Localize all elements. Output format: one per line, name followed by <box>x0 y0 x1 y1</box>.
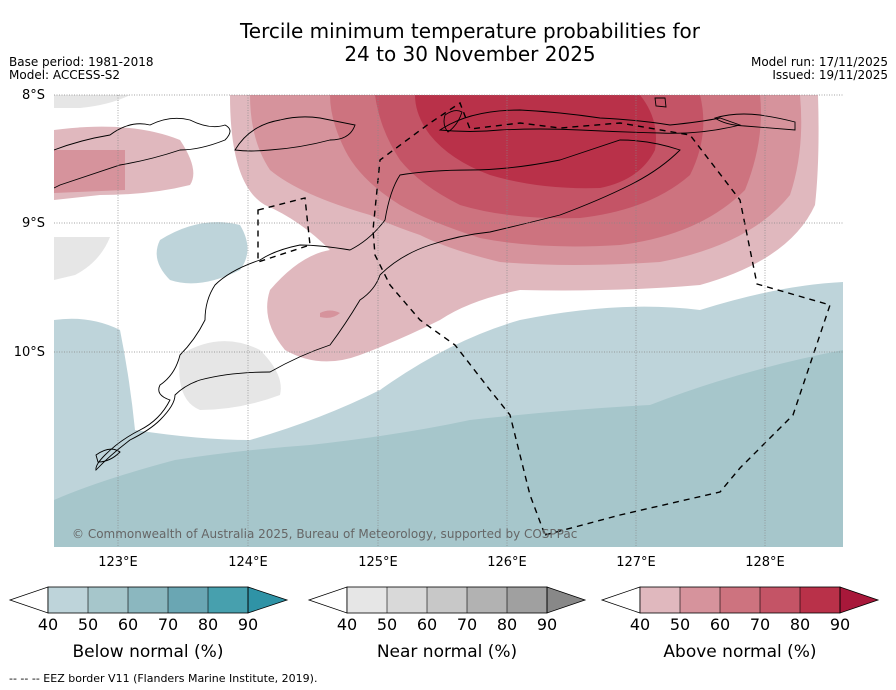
coastline-flores <box>54 117 231 189</box>
cbar-near-label: Near normal (%) <box>377 642 517 662</box>
cbar-below-seg-4 <box>168 587 208 613</box>
near-normal-40-region-west <box>54 237 110 280</box>
cbar-above-seg-2 <box>680 587 720 613</box>
cbar-below-extend-high <box>247 586 289 614</box>
base-period: Base period: 1981-2018 <box>9 55 154 69</box>
lon-label-124e: 124°E <box>228 555 268 570</box>
cbar-near-tick-50: 50 <box>377 615 397 634</box>
above-normal-50-spot <box>320 310 340 318</box>
cbar-above-seg-5 <box>800 587 840 613</box>
cbar-near-extend-high <box>546 586 587 614</box>
cbar-above-tick-40: 40 <box>630 615 650 634</box>
near-normal-40-region-north <box>54 95 130 108</box>
cbar-near-extend-low <box>307 586 348 614</box>
lon-label-126e: 126°E <box>487 555 527 570</box>
cbar-near-tick-90: 90 <box>537 615 557 634</box>
coastline-small-island-2 <box>443 110 463 133</box>
meta-left: Base period: 1981-2018 Model: ACCESS-S2 <box>9 56 154 82</box>
title-line-1: Tercile minimum temperature probabilitie… <box>239 19 701 43</box>
eez-footnote: -- -- -- EEZ border V11 (Flanders Marine… <box>9 672 318 685</box>
cbar-near-seg-1 <box>347 587 387 613</box>
map-title: Tercile minimum temperature probabilitie… <box>0 20 896 66</box>
cbar-above-seg-4 <box>760 587 800 613</box>
cbar-near-tick-60: 60 <box>417 615 437 634</box>
cbar-near-seg-3 <box>427 587 467 613</box>
colorbar-below-normal: 40 50 60 70 80 90 Below normal (%) <box>8 586 289 662</box>
meta-right: Model run: 17/11/2025 Issued: 19/11/2025 <box>751 56 888 82</box>
cbar-near-tick-70: 70 <box>457 615 477 634</box>
coastline-roti <box>95 448 121 463</box>
cbar-below-seg-2 <box>88 587 128 613</box>
cbar-near-tick-40: 40 <box>337 615 357 634</box>
cbar-above-seg-3 <box>720 587 760 613</box>
cbar-below-tick-50: 50 <box>78 615 98 634</box>
cbar-below-tick-60: 60 <box>118 615 138 634</box>
coastline-small-island-1 <box>654 97 667 108</box>
cbar-above-seg-1 <box>640 587 680 613</box>
eez-border <box>372 101 831 536</box>
cbar-below-seg-5 <box>208 587 248 613</box>
lon-label-128e: 128°E <box>745 555 785 570</box>
graticule <box>54 94 843 547</box>
cbar-above-tick-50: 50 <box>670 615 690 634</box>
cbar-below-seg-1 <box>48 587 88 613</box>
cbar-below-tick-40: 40 <box>38 615 58 634</box>
map-plot-area <box>54 95 843 547</box>
cbar-above-tick-80: 80 <box>790 615 810 634</box>
cbar-above-tick-60: 60 <box>710 615 730 634</box>
coastline-timor <box>95 139 681 471</box>
issued-date: Issued: 19/11/2025 <box>772 68 888 82</box>
cbar-above-tick-70: 70 <box>750 615 770 634</box>
below-normal-50-region <box>54 350 843 547</box>
lat-label-10s: 10°S <box>14 345 45 360</box>
coastline-north-islands <box>234 116 356 152</box>
cbar-above-tick-90: 90 <box>830 615 850 634</box>
title-line-2: 24 to 30 November 2025 <box>344 42 596 66</box>
copyright-notice: © Commonwealth of Australia 2025, Bureau… <box>72 527 577 541</box>
cbar-below-tick-80: 80 <box>198 615 218 634</box>
above-normal-50-region-west <box>54 150 125 193</box>
cbar-below-tick-90: 90 <box>238 615 258 634</box>
cbar-below-seg-3 <box>128 587 168 613</box>
cbar-below-label: Below normal (%) <box>73 642 224 662</box>
colorbar-near-normal: 40 50 60 70 80 90 Near normal (%) <box>307 586 587 662</box>
eez-border-west <box>257 197 311 263</box>
coastlines <box>54 97 796 471</box>
lat-label-8s: 8°S <box>22 88 45 103</box>
colorbar-above-normal: 40 50 60 70 80 90 Above normal (%) <box>600 586 880 662</box>
below-normal-40-west-blob <box>156 222 248 284</box>
lon-label-123e: 123°E <box>98 555 138 570</box>
model-run: Model run: 17/11/2025 <box>750 55 888 69</box>
cbar-near-seg-5 <box>507 587 547 613</box>
coastline-east-islands <box>713 113 796 131</box>
lon-label-127e: 127°E <box>616 555 656 570</box>
coastline-alor-wetar <box>438 109 742 134</box>
lon-label-125e: 125°E <box>358 555 398 570</box>
cbar-near-tick-80: 80 <box>497 615 517 634</box>
cbar-above-extend-high <box>839 586 880 614</box>
lat-label-9s: 9°S <box>22 216 45 231</box>
cbar-below-tick-70: 70 <box>158 615 178 634</box>
near-normal-40-region-south <box>179 341 281 410</box>
cbar-above-label: Above normal (%) <box>663 642 816 662</box>
cbar-above-extend-low <box>600 586 641 614</box>
above-normal-80-region <box>415 95 656 189</box>
cbar-near-seg-2 <box>387 587 427 613</box>
model-name: Model: ACCESS-S2 <box>9 68 121 82</box>
cbar-below-extend-low <box>8 586 49 614</box>
cbar-near-seg-4 <box>467 587 507 613</box>
